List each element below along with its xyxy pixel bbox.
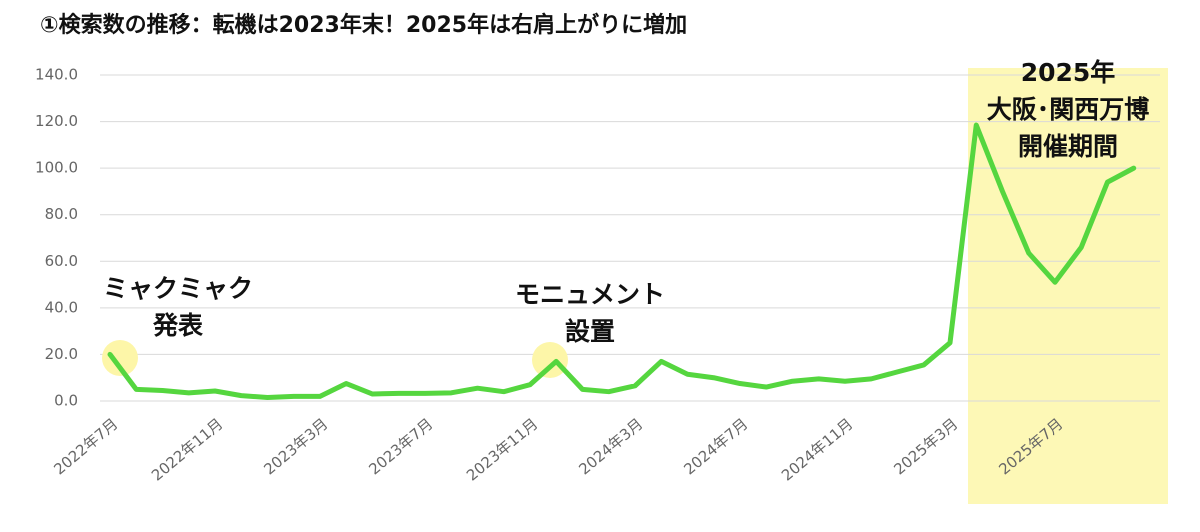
highlight bbox=[102, 340, 138, 376]
x-tick-label: 2024年11月 bbox=[778, 415, 856, 485]
expo-period-band bbox=[968, 68, 1168, 504]
x-tick-label: 2023年11月 bbox=[463, 415, 541, 485]
x-tick-label: 2022年11月 bbox=[148, 415, 226, 485]
x-tick-label: 2024年3月 bbox=[575, 415, 646, 479]
annotation: モニュメント bbox=[515, 280, 665, 309]
annotation: 開催期間 bbox=[1018, 132, 1118, 161]
y-tick-label: 120.0 bbox=[35, 112, 78, 130]
annotation: 発表 bbox=[152, 311, 204, 340]
highlight bbox=[532, 342, 568, 378]
x-tick-label: 2023年7月 bbox=[365, 415, 436, 479]
x-tick-label: 2024年7月 bbox=[680, 415, 751, 479]
annotation: 設置 bbox=[565, 317, 615, 346]
y-tick-label: 20.0 bbox=[45, 345, 78, 363]
series-line bbox=[107, 122, 1137, 401]
y-tick-label: 60.0 bbox=[45, 252, 78, 270]
y-tick-label: 80.0 bbox=[45, 205, 78, 223]
y-tick-label: 0.0 bbox=[54, 392, 78, 410]
x-tick-label: 2023年3月 bbox=[260, 415, 331, 479]
chart-title: ①検索数の推移：転機は2023年末！2025年は右肩上がりに増加 bbox=[40, 12, 687, 38]
x-tick-label: 2022年7月 bbox=[50, 415, 121, 479]
y-tick-label: 140.0 bbox=[35, 66, 78, 84]
y-tick-label: 40.0 bbox=[45, 298, 78, 316]
annotation: 2025年 bbox=[1021, 58, 1116, 87]
x-tick-label: 2025年3月 bbox=[890, 415, 961, 479]
y-tick-label: 100.0 bbox=[35, 159, 78, 177]
annotation: 大阪･関西万博 bbox=[987, 95, 1150, 124]
annotation: ミャクミャク bbox=[103, 274, 253, 303]
